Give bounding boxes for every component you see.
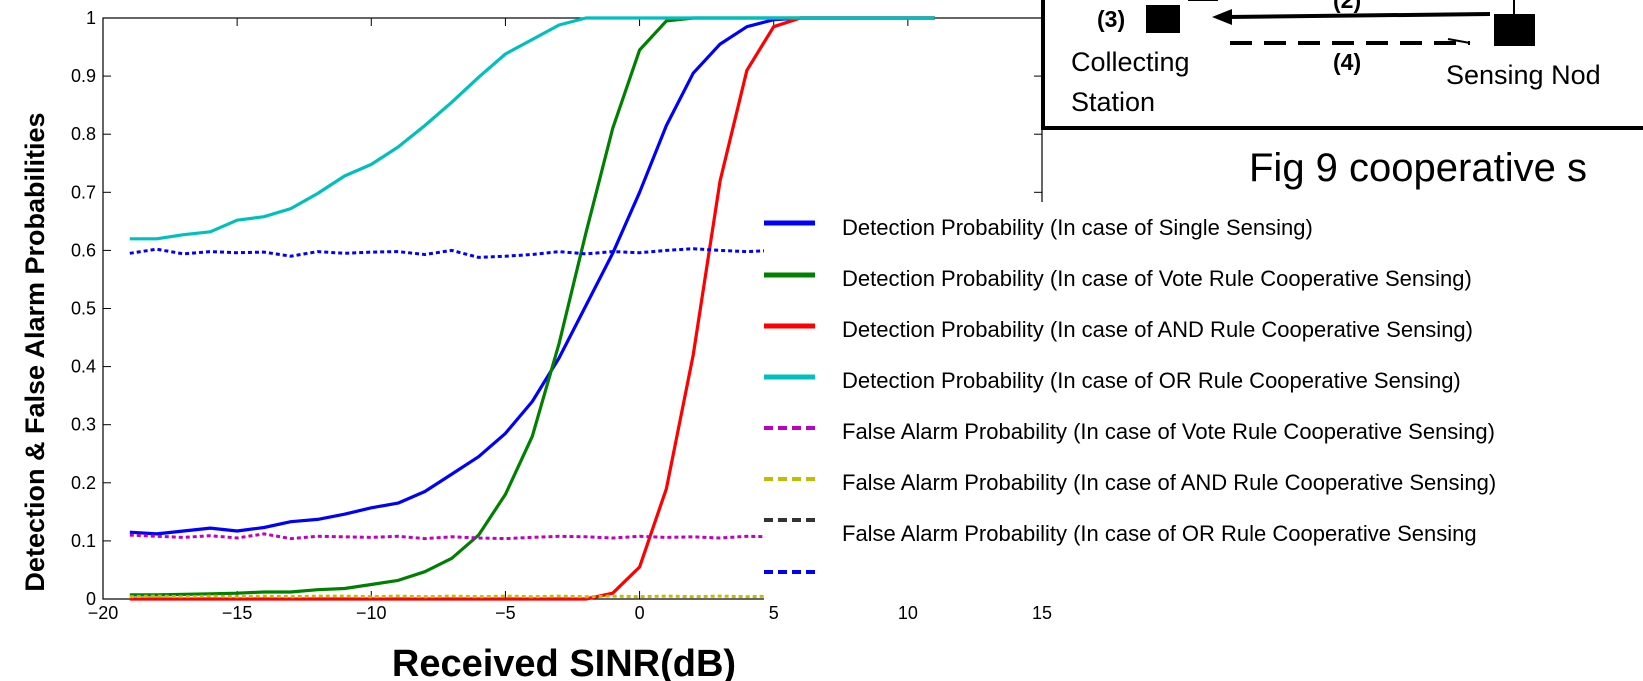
x-tick-label: 15 [1032, 603, 1052, 623]
figure-caption: Fig 9 cooperative s [1249, 146, 1587, 190]
collecting-station-label-line2: Station [1071, 87, 1155, 117]
legend-label-1: Detection Probability (In case of Single… [842, 215, 1313, 240]
x-tick-label: −15 [222, 603, 253, 623]
series-line-6 [129, 594, 935, 599]
sensing-node [1494, 14, 1535, 46]
inset-label-2: (2) [1333, 0, 1361, 13]
x-tick-label: −20 [88, 603, 119, 623]
x-tick-label: 5 [769, 603, 779, 623]
x-tick-label: 10 [898, 603, 918, 623]
sensing-node-label: Sensing Nod [1446, 60, 1601, 90]
inset-frame [1041, 0, 1643, 130]
inset-label-4: (4) [1333, 49, 1361, 75]
legend-box [764, 202, 1643, 602]
inset-diagram: (3) (2) (4) Collecting Station Sensing N… [1041, 0, 1643, 130]
y-tick-label: 0.7 [71, 182, 96, 202]
arrow-2-line [1227, 12, 1491, 19]
inset-label-3: (3) [1097, 6, 1125, 32]
y-tick-label: 1 [86, 8, 96, 28]
legend-label-4: Detection Probability (In case of OR Rul… [842, 368, 1461, 393]
y-tick-label: 0.3 [71, 415, 96, 435]
y-tick-label: 0.9 [71, 66, 96, 86]
y-tick-label: 0.5 [71, 299, 96, 319]
arrow-2-head [1212, 9, 1232, 25]
y-axis-label: Detection & False Alarm Probabilities [20, 112, 50, 591]
y-tick-label: 0 [86, 589, 96, 609]
plot-series [129, 16, 935, 601]
arrow-4-head [1447, 38, 1471, 44]
legend: Detection Probability (In case of Single… [764, 215, 1496, 574]
legend-label-2: Detection Probability (In case of Vote R… [842, 266, 1472, 291]
legend-label-3: Detection Probability (In case of AND Ru… [842, 317, 1473, 342]
x-tick-label: −5 [495, 603, 516, 623]
y-tick-label: 0.2 [71, 473, 96, 493]
collecting-station-node [1146, 5, 1180, 33]
y-tick-label: 0.1 [71, 531, 96, 551]
x-tick-label: 0 [635, 603, 645, 623]
y-tick-label: 0.4 [71, 357, 96, 377]
x-tick-label: −10 [356, 603, 387, 623]
series-line-4 [129, 16, 935, 241]
y-tick-label: 0.8 [71, 124, 96, 144]
legend-label-7: False Alarm Probability (In case of OR R… [842, 521, 1477, 546]
series-line-7 [129, 247, 774, 259]
y-tick-label: 0.6 [71, 240, 96, 260]
collecting-station-label-line1: Collecting [1071, 47, 1190, 77]
legend-label-5: False Alarm Probability (In case of Vote… [842, 419, 1495, 444]
legend-label-6: False Alarm Probability (In case of AND … [842, 470, 1496, 495]
x-axis-label: Received SINR(dB) [392, 643, 736, 681]
